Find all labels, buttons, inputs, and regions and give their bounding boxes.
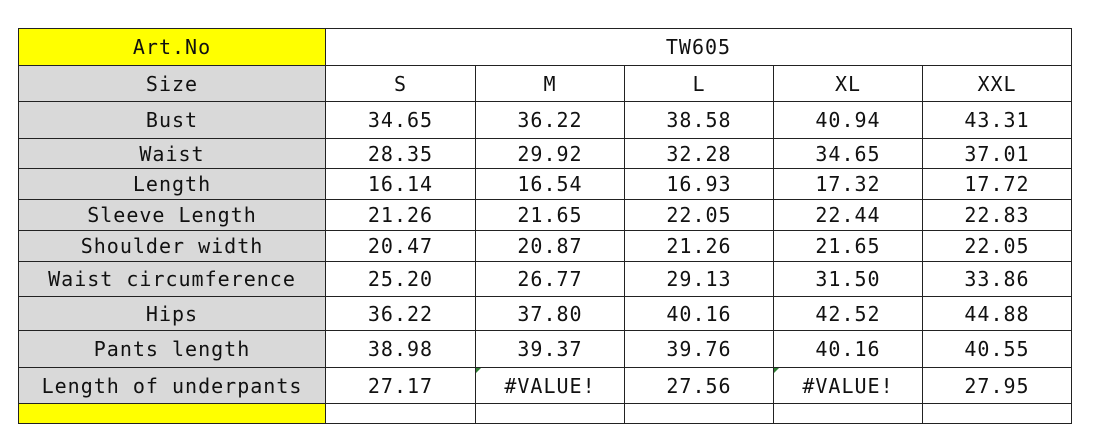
empty-cell[interactable]	[325, 403, 476, 424]
value-cell[interactable]: 21.26	[325, 199, 476, 231]
table-row: Length 16.14 16.54 16.93 17.32 17.72	[18, 168, 1072, 200]
empty-cell[interactable]	[922, 403, 1072, 424]
size-cell[interactable]: XL	[773, 65, 923, 102]
size-cell[interactable]: XXL	[922, 65, 1072, 102]
value-cell[interactable]: 38.98	[325, 330, 476, 368]
value-cell[interactable]: 39.76	[624, 330, 774, 368]
row-label-cell[interactable]: Waist	[18, 138, 326, 169]
value-cell[interactable]: 34.65	[325, 101, 476, 139]
art-label-cell[interactable]: Art.No	[18, 28, 326, 66]
value-cell[interactable]: 31.50	[773, 261, 923, 297]
value-cell[interactable]: 33.86	[922, 261, 1072, 297]
row-label-cell[interactable]: Bust	[18, 101, 326, 139]
size-cell[interactable]: M	[475, 65, 625, 102]
value-cell[interactable]: 32.28	[624, 138, 774, 169]
table-row	[18, 403, 1072, 424]
value-cell[interactable]: 29.92	[475, 138, 625, 169]
value-cell[interactable]: 43.31	[922, 101, 1072, 139]
value-cell[interactable]: 17.72	[922, 168, 1072, 200]
value-cell[interactable]: 39.37	[475, 330, 625, 368]
value-cell[interactable]: 21.65	[475, 199, 625, 231]
row-label-cell[interactable]: Length	[18, 168, 326, 200]
row-label-cell[interactable]: Pants length	[18, 330, 326, 368]
value-cell[interactable]: 38.58	[624, 101, 774, 139]
value-cell[interactable]: 21.65	[773, 230, 923, 262]
size-row: Size S M L XL XXL	[18, 65, 1072, 102]
value-cell[interactable]: #VALUE!	[773, 367, 923, 404]
value-cell[interactable]: 29.13	[624, 261, 774, 297]
value-cell[interactable]: 44.88	[922, 296, 1072, 331]
value-cell[interactable]: 27.17	[325, 367, 476, 404]
value-cell[interactable]: 40.16	[773, 330, 923, 368]
empty-cell[interactable]	[773, 403, 923, 424]
value-cell[interactable]: 40.55	[922, 330, 1072, 368]
value-cell[interactable]: 20.87	[475, 230, 625, 262]
value-cell[interactable]: 22.83	[922, 199, 1072, 231]
value-cell[interactable]: 22.05	[922, 230, 1072, 262]
value-cell[interactable]: #VALUE!	[475, 367, 625, 404]
table-row: Shoulder width 20.47 20.87 21.26 21.65 22.05	[18, 230, 1072, 262]
value-cell[interactable]: 22.44	[773, 199, 923, 231]
value-cell[interactable]: 20.47	[325, 230, 476, 262]
table-row: Bust 34.65 36.22 38.58 40.94 43.31	[18, 101, 1072, 139]
value-cell[interactable]: 34.65	[773, 138, 923, 169]
row-label-cell[interactable]: Sleeve Length	[18, 199, 326, 231]
art-value-cell[interactable]: TW605	[325, 28, 1072, 66]
size-cell[interactable]: L	[624, 65, 774, 102]
empty-cell[interactable]	[18, 403, 326, 424]
value-cell[interactable]: 16.14	[325, 168, 476, 200]
value-cell[interactable]: 42.52	[773, 296, 923, 331]
value-cell[interactable]: 27.95	[922, 367, 1072, 404]
size-chart-table: Art.No TW605 Size S M L XL XXL Bust 34.65…	[18, 28, 1072, 424]
table-row: Waist circumference 25.20 26.77 29.13 31.50 3…	[18, 261, 1072, 297]
value-cell[interactable]: 16.93	[624, 168, 774, 200]
table-row: Waist 28.35 29.92 32.28 34.65 37.01	[18, 138, 1072, 169]
table-row: Length of underpants 27.17 #VALUE! 27.56 #VA…	[18, 367, 1072, 404]
art-row: Art.No TW605	[18, 28, 1072, 66]
value-cell[interactable]: 22.05	[624, 199, 774, 231]
value-cell[interactable]: 36.22	[325, 296, 476, 331]
table-row: Sleeve Length 21.26 21.65 22.05 22.44 22.83	[18, 199, 1072, 231]
row-label-cell[interactable]: Shoulder width	[18, 230, 326, 262]
value-cell[interactable]: 36.22	[475, 101, 625, 139]
value-cell[interactable]: 25.20	[325, 261, 476, 297]
value-cell[interactable]: 16.54	[475, 168, 625, 200]
value-cell[interactable]: 37.80	[475, 296, 625, 331]
table-row: Hips 36.22 37.80 40.16 42.52 44.88	[18, 296, 1072, 331]
value-cell[interactable]: 40.94	[773, 101, 923, 139]
row-label-cell[interactable]: Waist circumference	[18, 261, 326, 297]
table-row: Pants length 38.98 39.37 39.76 40.16 40.55	[18, 330, 1072, 368]
value-cell[interactable]: 17.32	[773, 168, 923, 200]
size-label-cell[interactable]: Size	[18, 65, 326, 102]
empty-cell[interactable]	[624, 403, 774, 424]
value-cell[interactable]: 26.77	[475, 261, 625, 297]
row-label-cell[interactable]: Length of underpants	[18, 367, 326, 404]
value-cell[interactable]: 27.56	[624, 367, 774, 404]
value-cell[interactable]: 28.35	[325, 138, 476, 169]
empty-cell[interactable]	[475, 403, 625, 424]
value-cell[interactable]: 40.16	[624, 296, 774, 331]
row-label-cell[interactable]: Hips	[18, 296, 326, 331]
value-cell[interactable]: 21.26	[624, 230, 774, 262]
value-cell[interactable]: 37.01	[922, 138, 1072, 169]
size-cell[interactable]: S	[325, 65, 476, 102]
